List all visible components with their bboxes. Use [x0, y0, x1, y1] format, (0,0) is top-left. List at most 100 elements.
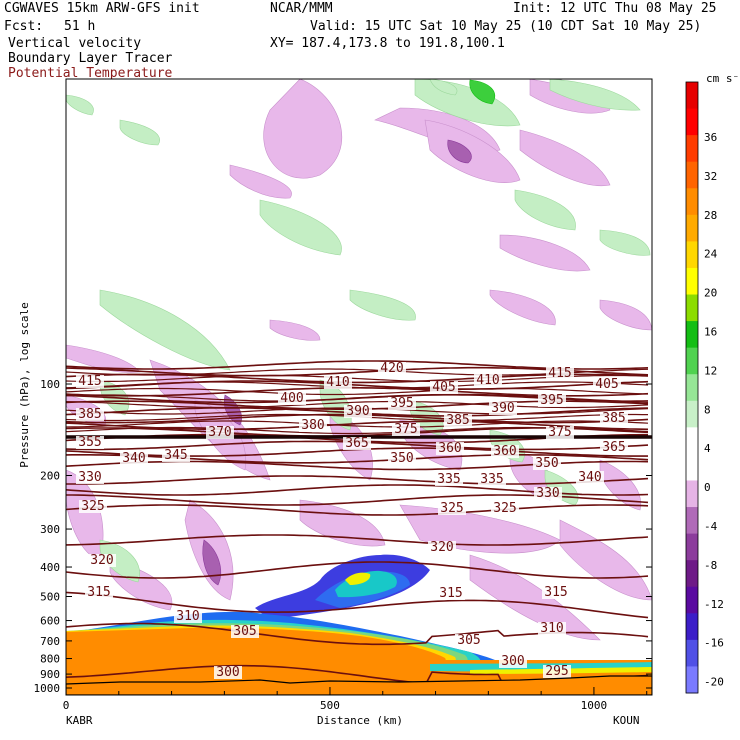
theta-label-bg	[455, 634, 483, 647]
colorbar-swatch	[686, 613, 698, 641]
theta-label-bg	[600, 412, 628, 425]
colorbar-swatch	[686, 586, 698, 614]
y-tick-label: 500	[40, 590, 60, 603]
theta-label-bg	[489, 402, 517, 415]
field-vertical-velocity: Vertical velocity	[8, 36, 142, 51]
valid-time: Valid: 15 UTC Sat 10 May 25 (10 CDT Sat …	[310, 19, 702, 34]
w-negative-area	[269, 319, 321, 341]
theta-label: 355	[78, 435, 101, 450]
theta-label-bg	[88, 554, 116, 567]
theta-label: 330	[536, 486, 559, 501]
theta-label-bg	[428, 541, 456, 554]
colorbar-swatch	[686, 241, 698, 269]
theta-label: 315	[544, 585, 567, 600]
theta-label-bg	[538, 622, 566, 635]
w-negative-area	[263, 79, 343, 179]
w-strong-negative	[202, 539, 222, 586]
colorbar-swatch	[686, 214, 698, 242]
colorbar-tick-label: 36	[704, 131, 717, 144]
w-negative-area	[229, 164, 292, 199]
theta-contour-line	[66, 400, 649, 409]
colorbar-tick-label: 28	[704, 209, 717, 222]
y-tick-label: 700	[40, 635, 60, 648]
theta-label: 335	[480, 472, 503, 487]
y-tick-label: 1000	[34, 682, 61, 695]
theta-label-bg	[546, 426, 574, 439]
init-time: Init: 12 UTC Thu 08 May 25	[513, 1, 717, 16]
colorbar-swatch	[686, 427, 698, 455]
theta-label-bg	[600, 441, 628, 454]
y-tick-label: 200	[40, 470, 60, 483]
theta-contour-line	[66, 534, 649, 546]
colorbar-tick-label: 12	[704, 364, 717, 377]
theta-label-bg	[438, 502, 466, 515]
theta-label: 385	[446, 413, 469, 428]
theta-labels: 420 415 415 410 410 405 405 400 395 395 390 390 385 3…	[76, 361, 628, 680]
x-tick-label: 500	[320, 699, 340, 712]
theta-label-bg	[543, 665, 571, 678]
colorbar-tick-label: 4	[704, 442, 711, 455]
x-axis: 0 500 1000	[63, 687, 648, 712]
w-positive-area	[549, 79, 641, 111]
theta-label: 320	[430, 540, 453, 555]
theta-label-bg	[343, 437, 371, 450]
colorbar-swatch	[686, 560, 698, 588]
w-negative-area	[299, 499, 386, 547]
forecast-hour: 51 h	[64, 19, 96, 34]
theta-label-bg	[491, 445, 519, 458]
theta-label: 410	[326, 375, 349, 390]
theta-label-bg	[214, 666, 242, 679]
theta-label-bg	[542, 586, 570, 599]
colorbar-tick-label: -4	[704, 520, 718, 533]
colorbar: 36 32 28 24 20 16 12 8 4 0 -4 -8 -12 -16 -20	[685, 81, 724, 694]
x-tick-label: 1000	[581, 699, 608, 712]
colorbar-swatch	[686, 82, 698, 110]
theta-label: 420	[380, 361, 403, 376]
w-positive-area	[429, 79, 458, 96]
theta-label-bg	[324, 376, 352, 389]
colorbar-tick-label: 20	[704, 287, 717, 300]
theta-label: 390	[346, 404, 369, 419]
theta-label-bg	[491, 502, 519, 515]
w-positive-area	[66, 94, 94, 116]
theta-label-bg	[85, 586, 113, 599]
tracer-plume-cyan	[335, 570, 397, 598]
theta-label-bg	[76, 471, 104, 484]
w-negative-area	[499, 234, 591, 272]
w-negative-area	[424, 119, 521, 183]
theta-label: 410	[476, 373, 499, 388]
colorbar-tick-label: -20	[704, 676, 724, 689]
theta-label: 385	[602, 411, 625, 426]
w-negative-area	[489, 289, 556, 326]
x-endpoint-left: KABR	[66, 714, 93, 727]
theta-label: 415	[78, 374, 101, 389]
theta-label: 415	[548, 366, 571, 381]
colorbar-swatch	[686, 294, 698, 322]
theta-label-bg	[435, 473, 463, 486]
theta-label-bg	[79, 500, 107, 513]
y-tick-label: 400	[40, 561, 60, 574]
field-boundary-layer-tracer: Boundary Layer Tracer	[8, 51, 173, 66]
y-axis-label: Pressure (hPa), log scale	[18, 302, 31, 468]
theta-label-bg	[478, 473, 506, 486]
colorbar-tick-label: 0	[704, 481, 711, 494]
theta-label-bg	[76, 375, 104, 388]
tracer-layer-orange	[66, 627, 446, 668]
field-potential-temperature: Potential Temperature	[8, 66, 173, 81]
strong-upward-velocity	[469, 79, 496, 105]
theta-label-bg	[538, 394, 566, 407]
theta-label-bg	[206, 426, 234, 439]
theta-contour-line	[66, 504, 649, 516]
theta-label-bg	[444, 414, 472, 427]
theta-label: 405	[595, 377, 618, 392]
colorbar-swatch	[686, 321, 698, 349]
theta-label-bg	[162, 449, 190, 462]
theta-label: 310	[176, 609, 199, 624]
w-positive-area	[259, 199, 342, 256]
theta-label-bg	[76, 408, 104, 421]
theta-label: 300	[501, 654, 524, 669]
colorbar-swatch	[686, 639, 698, 667]
colorbar-tick-label: 24	[704, 248, 718, 261]
theta-label: 340	[578, 470, 601, 485]
theta-label: 300	[216, 665, 239, 680]
